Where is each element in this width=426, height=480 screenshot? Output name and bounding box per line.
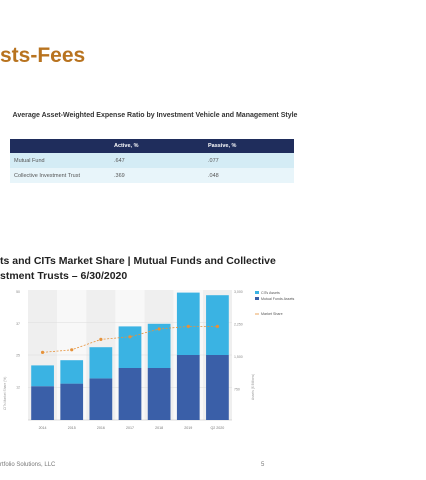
bar-cits — [118, 326, 142, 368]
x-axis-tick-label: Q2 2020 — [211, 426, 225, 430]
chart-title-line2: stment Trusts – 6/30/2020 — [0, 270, 128, 282]
legend-swatch-mutual-funds — [255, 297, 259, 300]
x-axis-tick-label: 2016 — [97, 426, 105, 430]
bar-mutual-funds — [89, 378, 113, 420]
bar-mutual-funds — [60, 383, 84, 420]
bar-mutual-funds — [118, 368, 142, 420]
x-axis-tick-label: 2014 — [39, 426, 47, 430]
page-number: 5 — [261, 462, 265, 468]
row-passive: .048 — [204, 168, 294, 183]
table-header-row: Active, % Passive, % — [10, 139, 294, 153]
bar-mutual-funds — [31, 386, 54, 420]
row-passive: .077 — [204, 153, 294, 168]
table-caption: Average Asset-Weighted Expense Ratio by … — [12, 112, 298, 119]
market-share-point — [99, 337, 103, 341]
right-axis-label: Assets ($ Billions) — [251, 374, 255, 400]
left-axis-tick-label: 25 — [16, 354, 20, 358]
table-row: Mutual Fund .647 .077 — [10, 153, 294, 168]
row-active: .647 — [110, 153, 204, 168]
right-axis-tick-label: 2,250 — [234, 323, 243, 327]
market-share-point — [70, 348, 74, 352]
x-axis-tick-label: 2018 — [155, 426, 163, 430]
row-label: Mutual Fund — [10, 153, 110, 168]
chart-title-line1: ts and CITs Market Share | Mutual Funds … — [0, 255, 276, 267]
header-vehicle — [10, 139, 110, 153]
bar-cits — [176, 292, 200, 355]
row-label: Collective Investment Trust — [10, 168, 110, 183]
chart-title: ts and CITs Market Share | Mutual Funds … — [0, 254, 276, 284]
x-axis-tick-label: 2017 — [126, 426, 134, 430]
expense-ratio-table: Active, % Passive, % Mutual Fund .647 .0… — [10, 139, 294, 183]
market-share-point — [128, 335, 132, 339]
table-row: Collective Investment Trust .369 .048 — [10, 168, 294, 183]
left-axis-label: CITs Market Share (%) — [3, 377, 7, 410]
header-active: Active, % — [110, 139, 204, 153]
x-axis-tick-label: 2015 — [68, 426, 76, 430]
market-share-point — [157, 327, 161, 331]
header-passive: Passive, % — [204, 139, 294, 153]
legend-label-market-share: Market Share — [261, 312, 283, 316]
right-axis-tick-label: 1,500 — [234, 355, 243, 359]
market-share-point — [40, 350, 45, 354]
x-axis-tick-label: 2019 — [184, 426, 192, 430]
bar-mutual-funds — [176, 355, 200, 420]
market-share-chart: 50 37 25 12 3,000 2,250 1,500 750 CITs Market Sh… — [3, 290, 295, 430]
right-axis-tick-label: 3,000 — [234, 290, 243, 294]
row-active: .369 — [110, 168, 204, 183]
left-axis-tick-label: 50 — [16, 290, 20, 294]
bar-cits — [147, 323, 171, 368]
bar-cits — [31, 365, 54, 387]
slide-title: sts-Fees — [0, 44, 86, 67]
footer-text: rtfolio Solutions, LLC — [0, 462, 56, 468]
bar-mutual-funds — [206, 355, 229, 420]
left-axis-tick-label: 37 — [16, 322, 20, 326]
legend-label-mutual-funds: Mutual Funds Assets — [261, 297, 295, 301]
bar-cits — [89, 347, 113, 379]
bar-mutual-funds — [147, 368, 171, 420]
bar-cits — [60, 360, 84, 384]
left-axis-tick-label: 12 — [16, 386, 20, 390]
market-share-point — [215, 324, 220, 328]
market-share-point — [186, 324, 190, 328]
right-axis-tick-label: 750 — [234, 388, 240, 392]
legend-label-cits: CITs Assets — [261, 291, 280, 295]
legend-swatch-cits — [255, 291, 259, 294]
